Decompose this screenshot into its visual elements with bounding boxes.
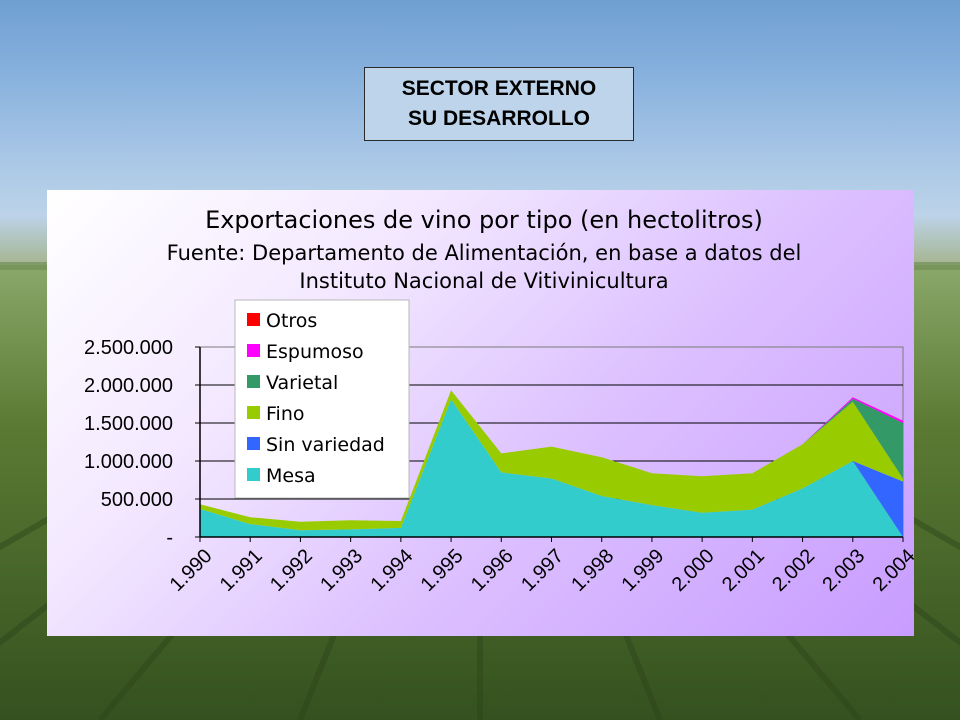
legend-label: Fino (266, 403, 305, 425)
y-axis-ticks: - 500.000 1.000.000 1.500.000 2.000.000 2.500… (84, 337, 173, 549)
chart-panel: Exportaciones de vino por tipo (en hecto… (47, 190, 914, 636)
legend-label: Espumoso (266, 341, 364, 363)
legend: Otros Espumoso Varietal Fino Sin variedad Mes… (234, 299, 410, 499)
y-tick-label: - (166, 527, 173, 549)
y-tick-label: 500.000 (101, 489, 173, 511)
x-tick-label: 1.993 (316, 545, 367, 596)
x-tick-label: 1.997 (517, 545, 568, 596)
legend-swatch (247, 406, 260, 419)
x-tick-label: 1.990 (166, 545, 217, 596)
x-axis-ticks: 1.990 1.991 1.992 1.993 1.994 1.995 1.996 1.997… (166, 545, 914, 596)
x-tick-label: 1.994 (366, 545, 417, 596)
legend-label: Otros (266, 310, 317, 332)
legend-label: Sin variedad (266, 434, 385, 456)
y-tick-label: 1.000.000 (84, 451, 173, 473)
area-series (200, 390, 903, 537)
slide-heading: SECTOR EXTERNO SU DESARROLLO (364, 67, 634, 141)
x-tick-label: 2.001 (718, 545, 769, 596)
axes (195, 346, 904, 542)
x-tick-label: 1.996 (467, 545, 518, 596)
y-tick-label: 1.500.000 (84, 413, 173, 435)
slide-heading-line2: SU DESARROLLO (407, 107, 590, 130)
area-fino (200, 390, 903, 531)
chart-title: Exportaciones de vino por tipo (en hecto… (205, 206, 763, 234)
x-tick-label: 2.004 (869, 545, 914, 596)
x-tick-label: 1.995 (417, 545, 468, 596)
x-tick-label: 1.998 (567, 545, 618, 596)
legend-swatch (247, 313, 260, 326)
slide-heading-line1: SECTOR EXTERNO (401, 77, 597, 100)
legend-swatch (247, 344, 260, 357)
legend-swatch (247, 437, 260, 450)
legend-swatch (247, 375, 260, 388)
y-tick-label: 2.500.000 (84, 337, 173, 359)
legend-box (234, 299, 410, 499)
area-mesa (200, 399, 903, 537)
x-tick-label: 2.003 (818, 545, 869, 596)
chart-subtitle-line2: Instituto Nacional de Vitivinicultura (299, 269, 668, 293)
legend-swatch (247, 468, 260, 481)
x-tick-label: 1.992 (266, 545, 317, 596)
legend-label: Varietal (266, 372, 338, 394)
x-tick-label: 2.000 (668, 545, 719, 596)
x-tick-label: 2.002 (768, 545, 819, 596)
x-tick-label: 1.999 (618, 545, 669, 596)
chart-subtitle-line1: Fuente: Departamento de Alimentación, en… (167, 241, 802, 265)
legend-label: Mesa (266, 465, 316, 487)
stacked-area-chart: Exportaciones de vino por tipo (en hecto… (84, 206, 914, 596)
x-tick-label: 1.991 (216, 545, 267, 596)
y-tick-label: 2.000.000 (84, 375, 173, 397)
